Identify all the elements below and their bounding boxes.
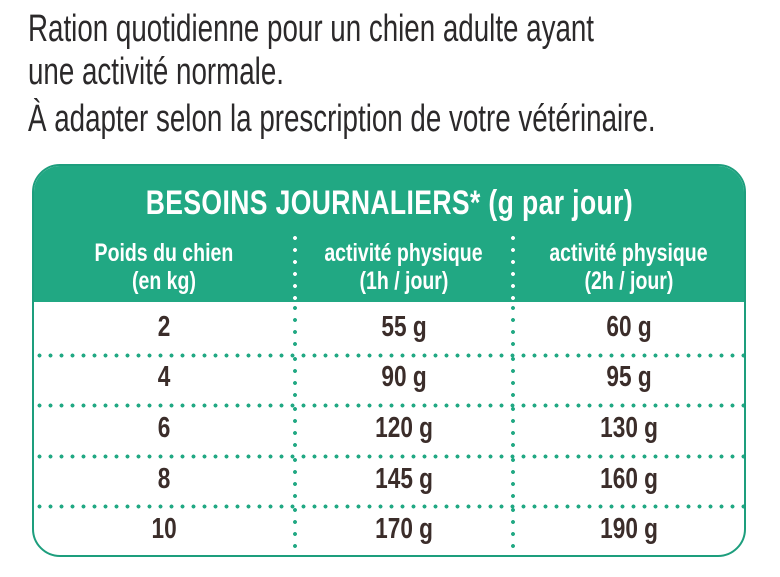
ration-2h-cell: 95 g [513, 353, 744, 404]
ration-description-line2: une activité normale. [28, 51, 284, 93]
table-body: 2 55 g 60 g 4 90 g 95 g 6 120 g 130 g 8 … [34, 302, 744, 555]
column-header-activity-2h: activité physique (2h / jour) [513, 232, 744, 302]
weight-cell: 10 [151, 513, 177, 546]
ration-description-line1: Ration quotidienne pour un chien adulte … [28, 8, 595, 50]
ration-1h-cell: 145 g [295, 454, 514, 505]
ration-1h-cell: 90 g [295, 353, 514, 404]
ration-2h-cell: 160 g [513, 454, 744, 505]
column-header-activity-1h: activité physique (1h / jour) [295, 232, 514, 302]
table-row: 4 90 g 95 g [34, 352, 744, 404]
ration-1h-cell: 120 g [295, 403, 514, 454]
ration-2h-cell: 130 g [513, 403, 744, 454]
column-header-weight: Poids du chien (en kg) [94, 239, 234, 295]
weight-cell: 4 [157, 361, 171, 394]
vet-advice-note: À adapter selon la prescription de votre… [28, 98, 656, 140]
weight-cell: 2 [157, 310, 171, 343]
table-row: 10 170 g 190 g [34, 504, 744, 555]
intro-text-block: Ration quotidienne pour un chien adulte … [28, 8, 780, 141]
ration-1h-cell: 55 g [295, 302, 514, 353]
weight-cell: 6 [157, 411, 171, 444]
table-row: 6 120 g 130 g [34, 403, 744, 454]
weight-cell: 8 [157, 462, 171, 495]
ration-description: Ration quotidienne pour un chien adulte … [28, 8, 780, 94]
column-header-row: Poids du chien (en kg) activité physique… [34, 232, 744, 302]
table-row: 2 55 g 60 g [34, 302, 744, 353]
ration-2h-cell: 60 g [513, 302, 744, 353]
table-row: 8 145 g 160 g [34, 453, 744, 505]
ration-1h-cell: 170 g [295, 504, 514, 555]
ration-2h-cell: 190 g [513, 504, 744, 555]
daily-needs-table: BESOINS JOURNALIERS* (g par jour) Poids … [32, 164, 746, 557]
table-title: BESOINS JOURNALIERS* (g par jour) [145, 183, 633, 222]
table-header: BESOINS JOURNALIERS* (g par jour) Poids … [34, 166, 744, 302]
